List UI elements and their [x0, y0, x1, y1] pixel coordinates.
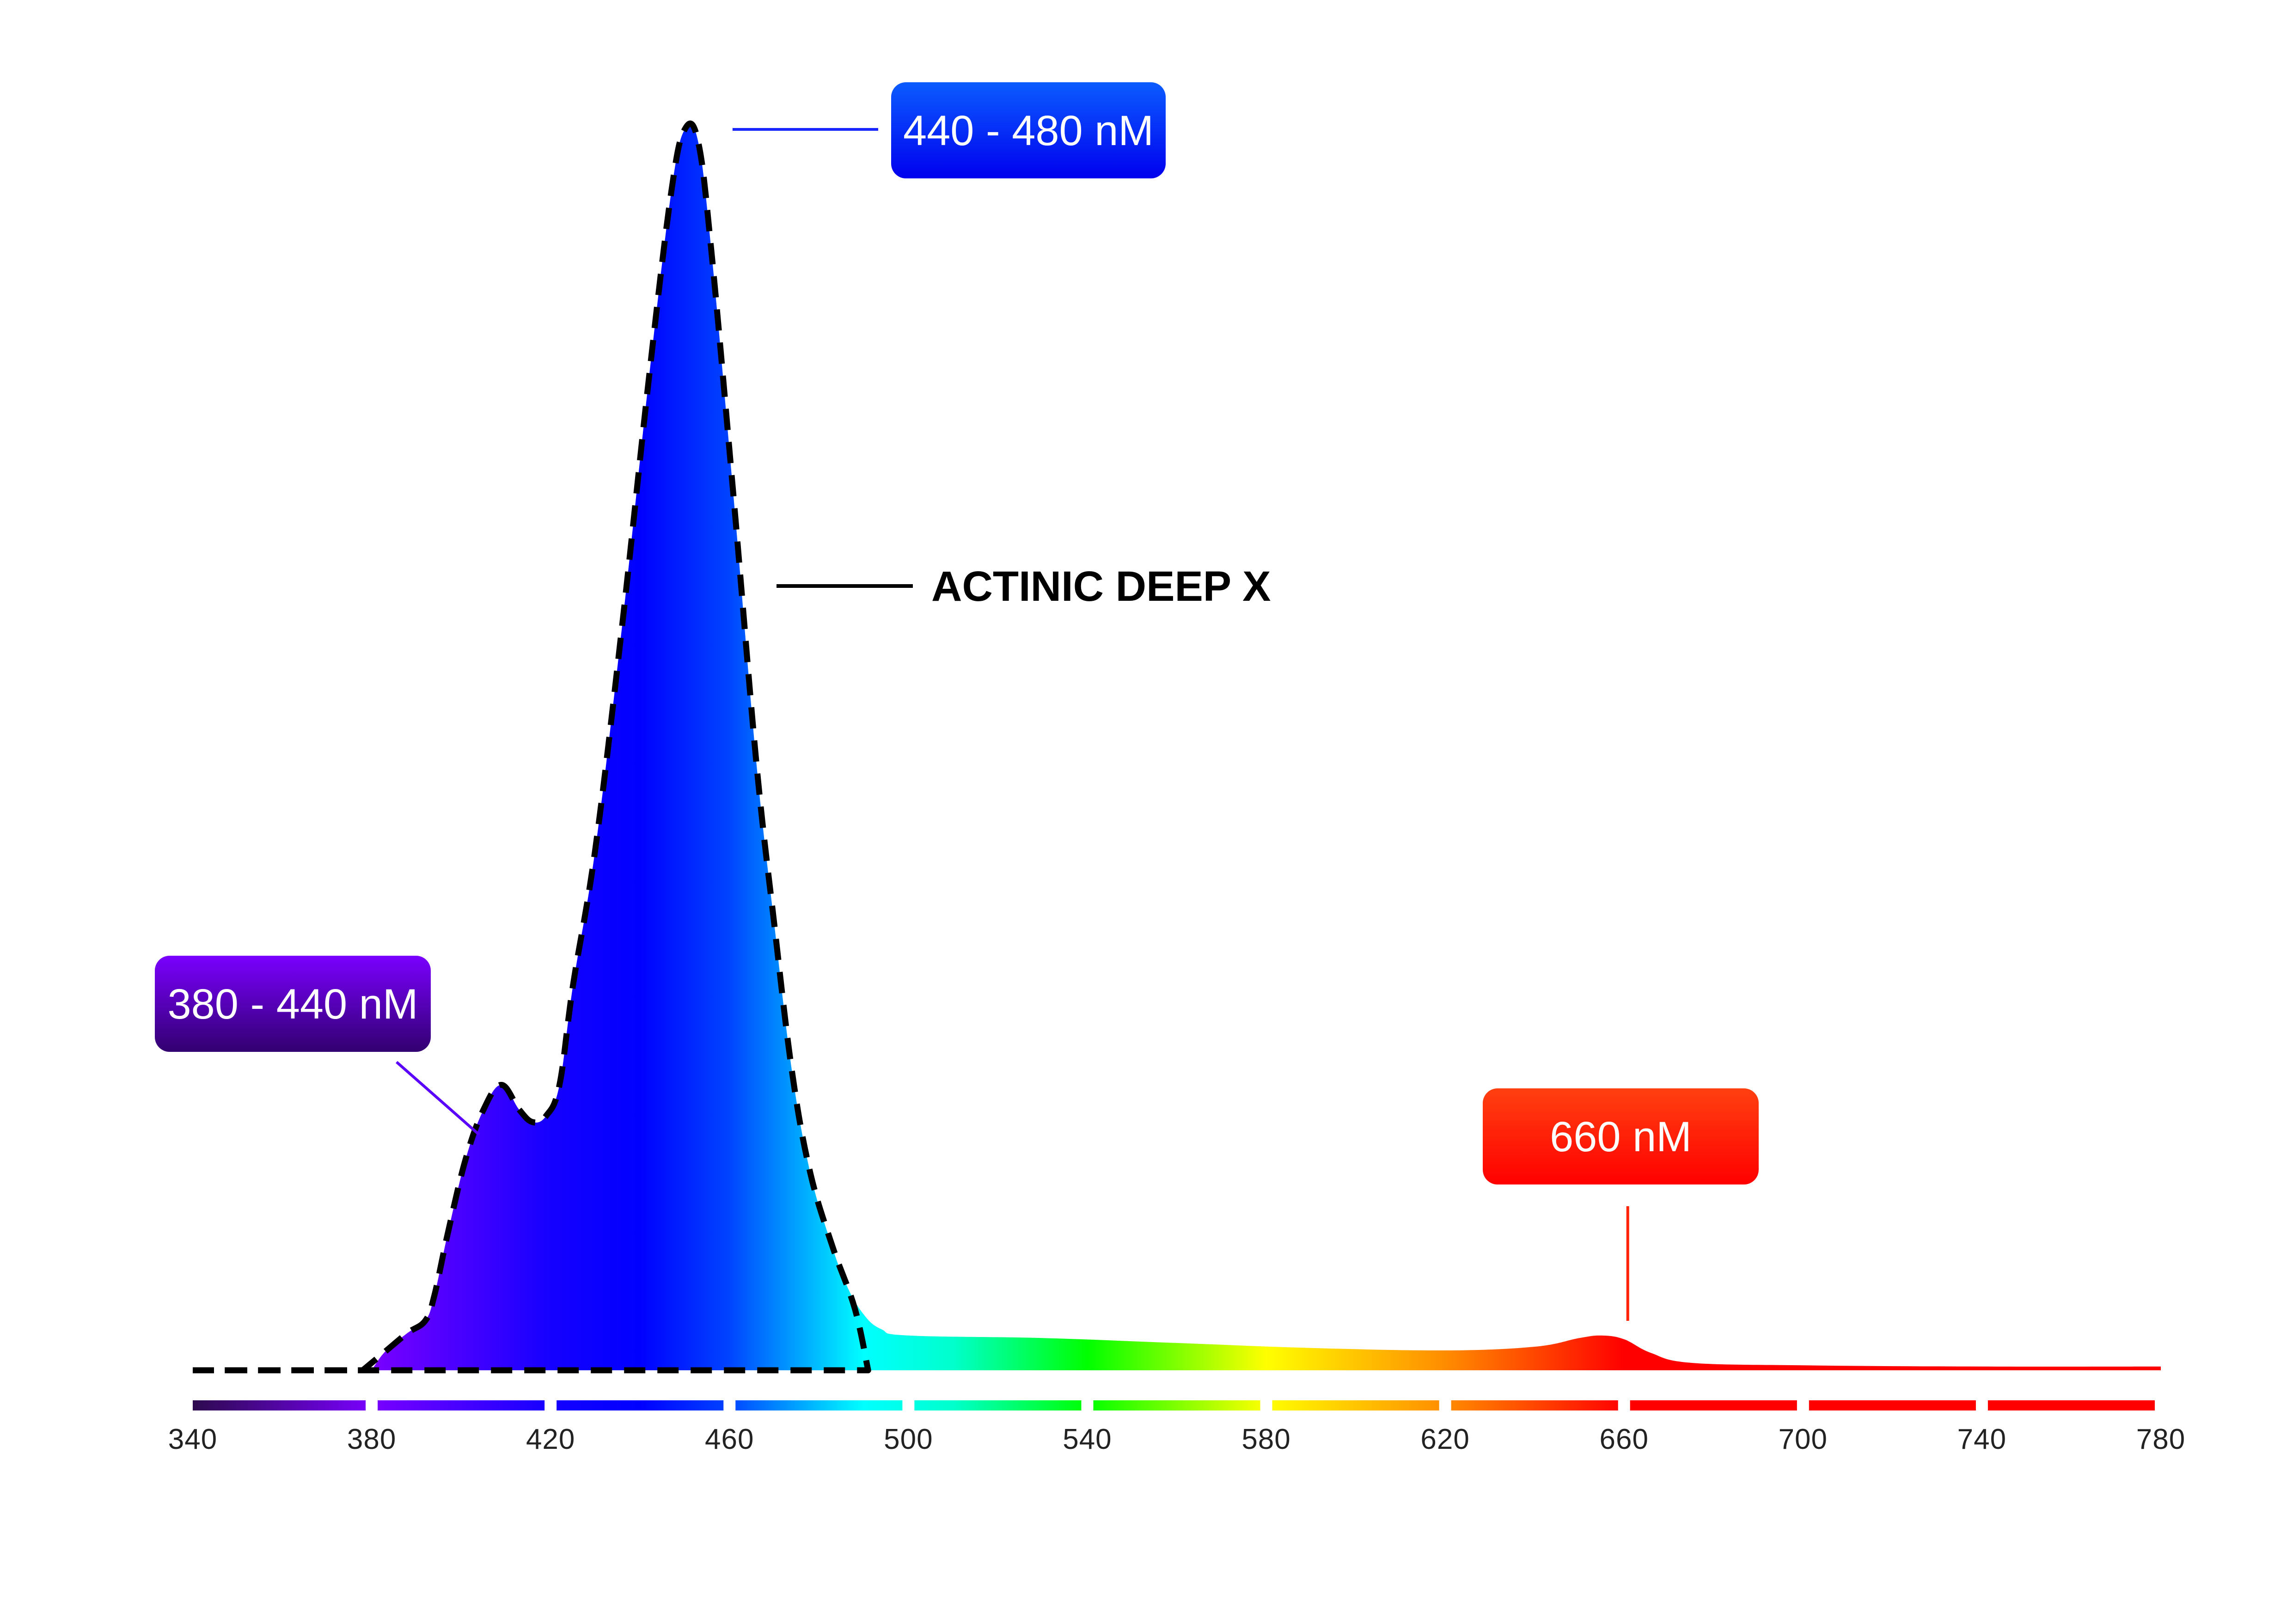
axis-spectrum-segment [193, 1400, 366, 1410]
x-tick-label: 500 [884, 1423, 933, 1455]
red-peak-callout-box [1483, 1088, 1759, 1184]
axis-spectrum-segment [1093, 1400, 1260, 1410]
axis-spectrum-segment [1809, 1400, 1976, 1410]
x-tick-label: 700 [1779, 1423, 1828, 1455]
x-tick-label: 340 [168, 1423, 217, 1455]
violet-peak-callout-box [155, 956, 431, 1052]
x-tick-label: 580 [1241, 1423, 1290, 1455]
axis-spectrum-segment [556, 1400, 724, 1410]
x-tick-label: 620 [1420, 1423, 1469, 1455]
x-tick-label: 540 [1063, 1423, 1112, 1455]
axis-spectrum-segment [1987, 1400, 2155, 1410]
axis-spectrum-segment [1451, 1400, 1618, 1410]
x-tick-label: 780 [2136, 1423, 2185, 1455]
x-tick-label: 420 [526, 1423, 575, 1455]
x-tick-label: 380 [347, 1423, 396, 1455]
red-peak-callout-text: 660 nM [1550, 1113, 1692, 1160]
blue-peak-callout-box [891, 82, 1166, 178]
blue-peak-callout-text: 440 - 480 nM [903, 107, 1154, 154]
x-tick-label: 740 [1957, 1423, 2006, 1455]
axis-spectrum-segment [378, 1400, 545, 1410]
spectrum-area [372, 123, 2161, 1370]
axis-spectrum-segment [1630, 1400, 1797, 1410]
violet-peak-callout-leader-line [396, 1061, 480, 1136]
series-label-text: ACTINIC DEEP X [931, 563, 1271, 610]
axis-spectrum-segment [735, 1400, 903, 1410]
x-tick-label: 460 [705, 1423, 754, 1455]
axis-spectrum-segment [914, 1400, 1082, 1410]
actinic-deep-x-outline [193, 120, 871, 1374]
x-tick-label: 660 [1600, 1423, 1649, 1455]
axis-spectrum-segment [1272, 1400, 1439, 1410]
violet-peak-callout-text: 380 - 440 nM [167, 981, 418, 1028]
